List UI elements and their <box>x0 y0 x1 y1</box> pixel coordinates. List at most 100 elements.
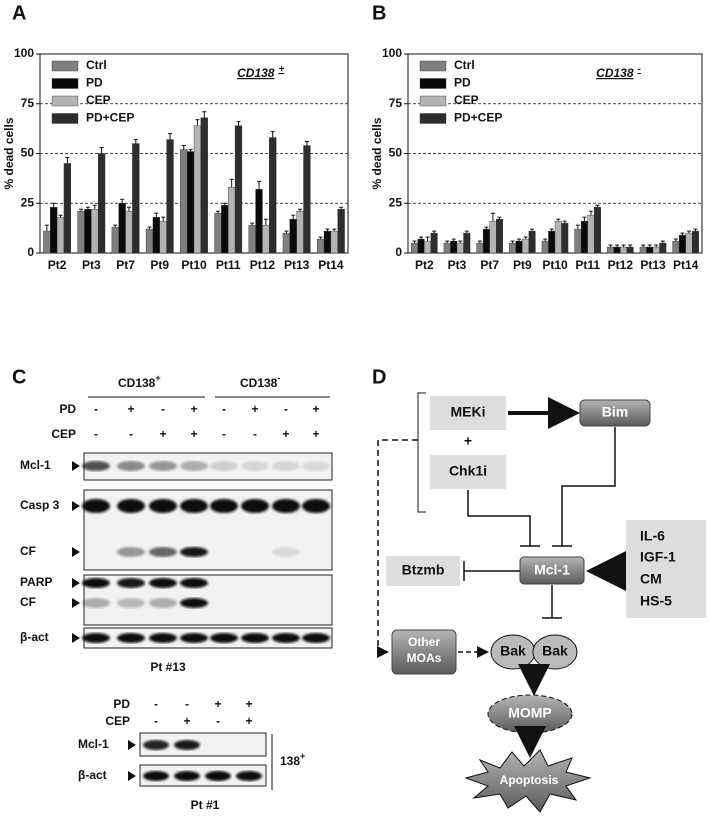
bar <box>659 242 667 254</box>
legend-label: CEP <box>86 93 111 107</box>
band <box>149 461 177 471</box>
error-bar <box>595 204 600 208</box>
x-tick-label: Pt3 <box>448 258 467 272</box>
band <box>180 598 208 608</box>
sign: - <box>154 697 158 711</box>
bar <box>234 125 243 254</box>
band-label: CF <box>20 544 36 558</box>
node-box <box>579 399 651 427</box>
node-label: Mcl-1 <box>534 562 570 578</box>
error-bar <box>654 244 659 248</box>
sign: - <box>222 427 226 441</box>
diagram: MEKi + Chk1i Bim IL-6 IGF-1 CM HS-5 Btzm… <box>377 392 706 813</box>
band-pointer <box>72 578 80 588</box>
node-box <box>430 396 506 430</box>
node-label: Chk1i <box>449 463 487 479</box>
error-bar <box>65 156 70 164</box>
band <box>180 633 208 643</box>
bar <box>255 189 263 254</box>
error-bar <box>291 214 296 220</box>
band-label: CF <box>20 595 36 609</box>
band <box>302 461 330 471</box>
legend-swatch <box>419 95 447 107</box>
bar <box>262 224 270 254</box>
error-bar <box>647 244 652 248</box>
x-tick-label: Pt9 <box>150 258 169 272</box>
node-label: MEKi <box>451 404 486 420</box>
error-bar <box>236 121 241 126</box>
bar <box>145 228 154 254</box>
y-tick-label: 0 <box>395 245 402 259</box>
x-tick-label: Pt10 <box>181 258 207 272</box>
error-bar <box>615 244 620 248</box>
x-tick-label: Pt11 <box>216 258 241 272</box>
node-box <box>386 556 460 586</box>
band <box>143 740 169 750</box>
bar <box>50 207 58 254</box>
bar <box>228 187 236 254</box>
bar <box>282 232 291 254</box>
x-tick-label: Pt2 <box>48 258 67 272</box>
bar <box>476 242 484 254</box>
node-label: CM <box>640 571 662 587</box>
sign: - <box>222 402 226 416</box>
bar <box>289 218 297 254</box>
error-bar <box>660 240 665 244</box>
bar <box>337 209 345 254</box>
y-tick-label: 25 <box>389 195 403 209</box>
error-bar <box>451 238 456 242</box>
legend-swatch <box>51 78 79 89</box>
sign: - <box>94 402 98 416</box>
node-label: Apoptosis <box>500 773 559 787</box>
error-bar <box>133 139 138 144</box>
sign: - <box>253 427 257 441</box>
bar <box>580 220 588 254</box>
inhibit <box>463 561 520 581</box>
sign: + <box>282 427 289 441</box>
error-bar <box>147 226 152 230</box>
sign: - <box>161 402 165 416</box>
bar <box>91 209 99 254</box>
legend-swatch <box>419 60 447 72</box>
node-box <box>464 749 592 813</box>
band <box>82 633 110 643</box>
band <box>272 547 300 557</box>
band-label: β-act <box>78 768 107 782</box>
sign: + <box>183 714 190 728</box>
node-label: Bak <box>500 643 526 659</box>
error-bar <box>120 198 125 204</box>
y-tick-label: 100 <box>382 46 402 60</box>
bar <box>515 240 523 254</box>
bar <box>607 246 614 254</box>
bar <box>303 145 311 254</box>
bar <box>594 207 601 254</box>
x-tick-label: Pt14 <box>673 258 699 272</box>
error-bar <box>195 119 200 126</box>
x-tick-label: Pt7 <box>480 258 499 272</box>
error-bar <box>318 236 323 240</box>
error-bar <box>549 228 554 232</box>
sign: + <box>127 402 134 416</box>
bar <box>554 220 562 254</box>
bar <box>652 246 660 254</box>
y-axis-label: % dead cells <box>370 117 384 189</box>
bar <box>159 220 167 254</box>
sign: + <box>159 427 166 441</box>
node-label: HS-5 <box>640 593 672 609</box>
legend-swatch <box>419 113 447 124</box>
error-bar <box>608 244 613 248</box>
panel-label: C <box>12 366 26 388</box>
node-label: Btzmb <box>402 562 445 578</box>
band <box>117 578 145 588</box>
error-bar <box>270 131 275 138</box>
error-bar <box>621 244 626 248</box>
bar <box>330 230 338 254</box>
band <box>210 461 238 471</box>
bar <box>639 246 647 254</box>
y-tick-label: 75 <box>389 96 403 110</box>
error-bar <box>202 111 207 118</box>
error-bar <box>257 180 262 190</box>
dashed-arrow <box>377 439 418 658</box>
sign: + <box>312 427 319 441</box>
